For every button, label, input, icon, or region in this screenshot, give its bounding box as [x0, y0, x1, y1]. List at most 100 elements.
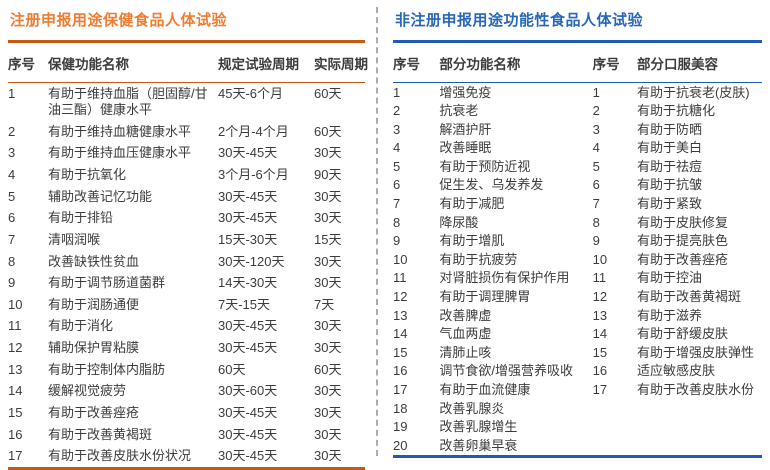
- row-number-beauty: 13: [592, 307, 608, 323]
- table-row: 13 改善脾虚 13 有助于滋养: [393, 306, 762, 325]
- oral-beauty-name: 有助于改善皮肤水份: [636, 382, 754, 397]
- row-number-beauty: 12: [592, 289, 608, 305]
- table-row: 16 调节食欲/增强营养吸收 16 适应敏感皮肤: [393, 362, 762, 381]
- oral-beauty-name: 有助于改善痤疮: [636, 251, 728, 267]
- function-name: 有助于润肠通便: [48, 296, 140, 312]
- specified-period: 60天: [218, 361, 246, 377]
- col-header-function-name: 部分功能名称: [439, 40, 593, 83]
- function-name: 改善乳腺炎: [439, 400, 505, 416]
- table-row: 18 改善乳腺炎: [393, 399, 762, 418]
- row-number: 9: [393, 233, 401, 249]
- specified-period: 30天-45天: [218, 318, 278, 334]
- oral-beauty-name: 有助于抗皱: [636, 177, 702, 193]
- oral-beauty-name: 有助于皮肤修复: [636, 214, 728, 230]
- specified-period: 30天-45天: [218, 188, 278, 204]
- row-number: 16: [393, 363, 408, 379]
- table-row: 15 有助于改善痤疮 30天-45天 30天: [8, 402, 365, 424]
- row-number-beauty: 15: [592, 344, 608, 360]
- row-number: 14: [393, 326, 408, 342]
- function-name: 抗衰老: [439, 103, 479, 119]
- row-number: 8: [8, 253, 16, 269]
- function-name: 辅助保护胃粘膜: [48, 340, 140, 355]
- actual-period: 30天: [314, 318, 342, 334]
- function-name: 辅助改善记忆功能: [48, 188, 153, 204]
- col-header-specified-period: 规定试验周期: [218, 40, 314, 83]
- non-registered-trials-table: 序号 部分功能名称 序号 部分口服美容 1 增强免疫 1 有助于抗衰老(皮肤) 2 抗衰老…: [393, 40, 762, 458]
- table-row: 8 降尿酸 8 有助于皮肤修复: [393, 213, 762, 232]
- function-name: 有助于改善痤疮: [48, 404, 140, 420]
- actual-period: 60天: [314, 361, 342, 377]
- oral-beauty-name: 有助于紧致: [636, 196, 702, 212]
- table-row: 14 气血两虚 14 有助于舒缓皮肤: [393, 325, 762, 344]
- table-row: 6 有助于排铅 30天-45天 30天: [8, 208, 365, 230]
- row-number-beauty: 5: [592, 158, 600, 174]
- specified-period: 45天-6个月: [218, 85, 284, 101]
- specified-period: 14天-30天: [218, 275, 278, 291]
- row-number: 17: [393, 382, 408, 397]
- row-number-beauty: [593, 436, 637, 456]
- row-number-beauty: 16: [592, 363, 608, 379]
- actual-period: 30天: [314, 210, 342, 226]
- oral-beauty-name: 有助于美白: [636, 140, 702, 156]
- function-name: 清咽润喉: [48, 231, 101, 247]
- function-name: 有助于维持血脂（胆固醇/甘油三酯）健康水平: [48, 85, 208, 118]
- oral-beauty-name: 有助于提亮肤色: [636, 233, 728, 249]
- row-number: 4: [393, 140, 401, 156]
- table-row: 5 有助于预防近视 5 有助于祛痘: [393, 157, 762, 176]
- table-row: 19 改善乳腺增生: [393, 418, 762, 437]
- specified-period: 30天-45天: [218, 448, 278, 464]
- specified-period: 30天-45天: [218, 210, 278, 226]
- oral-beauty-name: [637, 418, 762, 437]
- actual-period: 30天: [314, 145, 342, 161]
- function-name: 改善卵巢早衰: [439, 437, 518, 453]
- specified-period: 30天-45天: [218, 404, 278, 420]
- row-number: 9: [8, 275, 16, 291]
- row-number: 5: [393, 158, 401, 174]
- function-name: 解酒护肝: [439, 121, 492, 137]
- row-number: 14: [8, 383, 23, 399]
- oral-beauty-name: [637, 436, 762, 456]
- row-number: 7: [393, 196, 401, 212]
- non-registered-section-title: 非注册申报用途功能性食品人体试验: [395, 12, 644, 29]
- oral-beauty-name: 有助于舒缓皮肤: [636, 326, 728, 342]
- function-name: 有助于预防近视: [439, 158, 531, 174]
- table-row: 20 改善卵巢早衰: [393, 436, 762, 456]
- actual-period: 30天: [314, 383, 342, 399]
- specified-period: 15天-30天: [218, 231, 278, 247]
- non-registered-trials-section: 非注册申报用途功能性食品人体试验 序号 部分功能名称 序号 部分口服美容 1 增强…: [378, 0, 770, 463]
- function-name: 有助于抗氧化: [48, 167, 127, 182]
- oral-beauty-name: 有助于改善黄褐斑: [636, 289, 741, 305]
- row-number: 1: [8, 85, 16, 101]
- row-number-beauty: 14: [592, 326, 608, 342]
- table-row: 6 促生发、乌发养发 6 有助于抗皱: [393, 176, 762, 195]
- row-number: 6: [393, 177, 401, 193]
- function-name: 促生发、乌发养发: [439, 177, 544, 193]
- table-row: 10 有助于润肠通便 7天-15天 7天: [8, 294, 365, 316]
- actual-period: 15天: [314, 231, 342, 247]
- actual-period: 30天: [314, 426, 342, 442]
- registered-table-body: 1 有助于维持血脂（胆固醇/甘油三酯）健康水平 45天-6个月 60天 2 有助于维持血糖…: [8, 83, 365, 469]
- function-name: 气血两虚: [439, 326, 492, 342]
- oral-beauty-name: 适应敏感皮肤: [636, 363, 715, 379]
- table-row: 5 辅助改善记忆功能 30天-45天 30天: [8, 186, 365, 208]
- row-number: 5: [8, 188, 16, 204]
- specified-period: 3个月-6个月: [218, 167, 289, 182]
- function-name: 改善乳腺增生: [439, 419, 518, 435]
- registered-table-header: 序号 保健功能名称 规定试验周期 实际周期: [8, 40, 368, 83]
- row-number: 2: [393, 103, 401, 119]
- row-number: 20: [393, 437, 408, 453]
- table-row: 4 有助于抗氧化 3个月-6个月 90天: [8, 165, 365, 187]
- actual-period: 30天: [314, 253, 342, 269]
- function-name: 有助于改善黄褐斑: [48, 426, 153, 442]
- actual-period: 30天: [314, 448, 342, 464]
- specified-period: 30天-45天: [218, 426, 278, 442]
- actual-period: 7天: [314, 296, 335, 312]
- row-number-beauty: 11: [592, 270, 607, 286]
- row-number: 13: [8, 361, 23, 377]
- table-row: 1 增强免疫 1 有助于抗衰老(皮肤): [393, 83, 762, 102]
- specified-period: 30天-45天: [218, 340, 278, 355]
- col-header-number-2: 序号: [592, 40, 637, 83]
- actual-period: 30天: [314, 188, 342, 204]
- row-number: 8: [393, 214, 401, 230]
